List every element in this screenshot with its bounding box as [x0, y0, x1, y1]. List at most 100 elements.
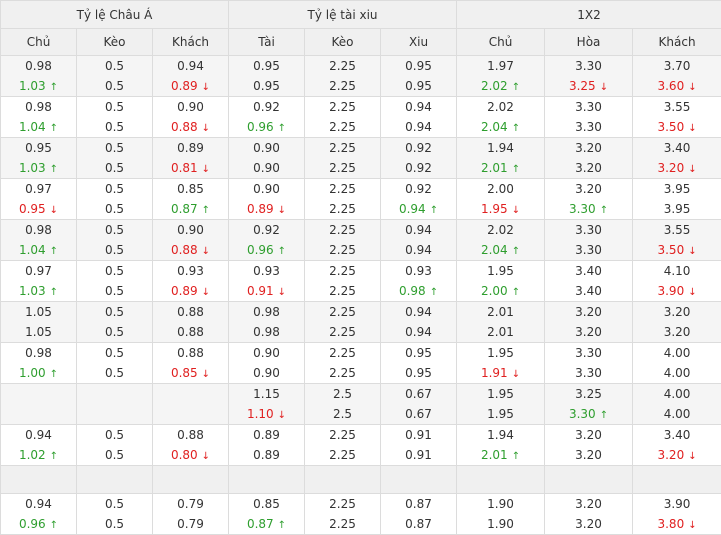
odds-cell-asian-home — [1, 384, 77, 425]
odds-value: 2.00 — [487, 182, 514, 196]
current-odds: 0.91↓ — [229, 281, 304, 301]
odds-value: 0.94 — [405, 223, 432, 237]
odds-value: 0.97 — [25, 182, 52, 196]
current-odds: 0.94 — [381, 117, 456, 137]
opening-odds: 3.30 — [545, 220, 632, 240]
current-odds: 1.04↑ — [1, 240, 76, 260]
current-odds: 0.98 — [229, 322, 304, 342]
current-odds: 0.79 — [153, 514, 228, 534]
current-odds: 3.50↓ — [633, 117, 721, 137]
current-odds: 0.5 — [77, 76, 152, 96]
odds-value: 2.25 — [329, 264, 356, 278]
current-odds: 1.10↓ — [229, 404, 304, 424]
empty-cell — [77, 466, 153, 494]
odds-value: 3.20 — [664, 325, 691, 339]
arrow-up-icon: ↑ — [50, 287, 58, 298]
current-odds: 0.5 — [77, 199, 152, 219]
odds-value: 0.89 — [177, 141, 204, 155]
current-odds: 3.20↓ — [633, 158, 721, 178]
column-header-handicap: Kèo — [77, 29, 153, 56]
empty-cell — [545, 466, 633, 494]
odds-value: 0.88 — [177, 325, 204, 339]
current-odds: 2.25 — [305, 445, 380, 465]
arrow-down-icon: ↓ — [512, 205, 520, 216]
opening-odds: 0.92 — [381, 138, 456, 158]
odds-value: 0.87 — [171, 202, 198, 216]
column-header-under: Xiu — [381, 29, 457, 56]
odds-cell-asian-away — [153, 384, 229, 425]
odds-value: 0.5 — [105, 223, 124, 237]
odds-value: 0.5 — [105, 141, 124, 155]
opening-odds: 4.10 — [633, 261, 721, 281]
odds-value: 0.5 — [105, 182, 124, 196]
odds-value: 0.93 — [253, 264, 280, 278]
odds-value: 3.20 — [575, 325, 602, 339]
empty-cell — [1, 466, 77, 494]
odds-value: 0.5 — [105, 161, 124, 175]
odds-value: 0.92 — [405, 141, 432, 155]
opening-odds: 0.93 — [229, 261, 304, 281]
column-header-line: Kèo — [305, 29, 381, 56]
opening-odds: 0.5 — [77, 261, 152, 281]
current-odds: 3.90↓ — [633, 281, 721, 301]
odds-value: 0.95 — [253, 59, 280, 73]
current-odds: 0.5 — [77, 158, 152, 178]
arrow-up-icon: ↑ — [278, 123, 286, 134]
opening-odds: 0.5 — [77, 494, 152, 514]
arrow-up-icon: ↑ — [430, 287, 438, 298]
opening-odds: 0.90 — [153, 97, 228, 117]
opening-odds: 3.20 — [545, 425, 632, 445]
odds-value: 0.98 — [253, 305, 280, 319]
opening-odds: 1.94 — [457, 425, 544, 445]
arrow-down-icon: ↓ — [202, 164, 210, 175]
odds-value: 2.25 — [329, 223, 356, 237]
arrow-up-icon: ↑ — [600, 205, 608, 216]
current-odds: 0.98↑ — [381, 281, 456, 301]
current-odds: 2.25 — [305, 281, 380, 301]
arrow-up-icon: ↑ — [50, 82, 58, 93]
odds-value: 0.5 — [105, 202, 124, 216]
odds-value: 1.03 — [19, 284, 46, 298]
current-odds: 0.90 — [229, 158, 304, 178]
odds-value: 3.20 — [657, 448, 684, 462]
opening-odds: 3.40 — [633, 138, 721, 158]
opening-odds: 3.20 — [545, 494, 632, 514]
odds-value: 3.50 — [657, 120, 684, 134]
odds-value: 0.88 — [177, 346, 204, 360]
column-header-home-win: Chủ — [457, 29, 545, 56]
odds-value: 0.92 — [253, 223, 280, 237]
odds-value: 0.98 — [253, 325, 280, 339]
odds-value: 1.00 — [19, 366, 46, 380]
odds-value: 2.01 — [487, 325, 514, 339]
opening-odds: 0.5 — [77, 179, 152, 199]
opening-odds: 0.92 — [229, 220, 304, 240]
current-odds: 3.50↓ — [633, 240, 721, 260]
opening-odds: 0.98 — [1, 343, 76, 363]
opening-odds: 0.93 — [381, 261, 456, 281]
odds-value: 3.95 — [664, 202, 691, 216]
opening-odds: 2.25 — [305, 343, 380, 363]
current-odds: 3.30 — [545, 240, 632, 260]
odds-value: 1.94 — [487, 428, 514, 442]
